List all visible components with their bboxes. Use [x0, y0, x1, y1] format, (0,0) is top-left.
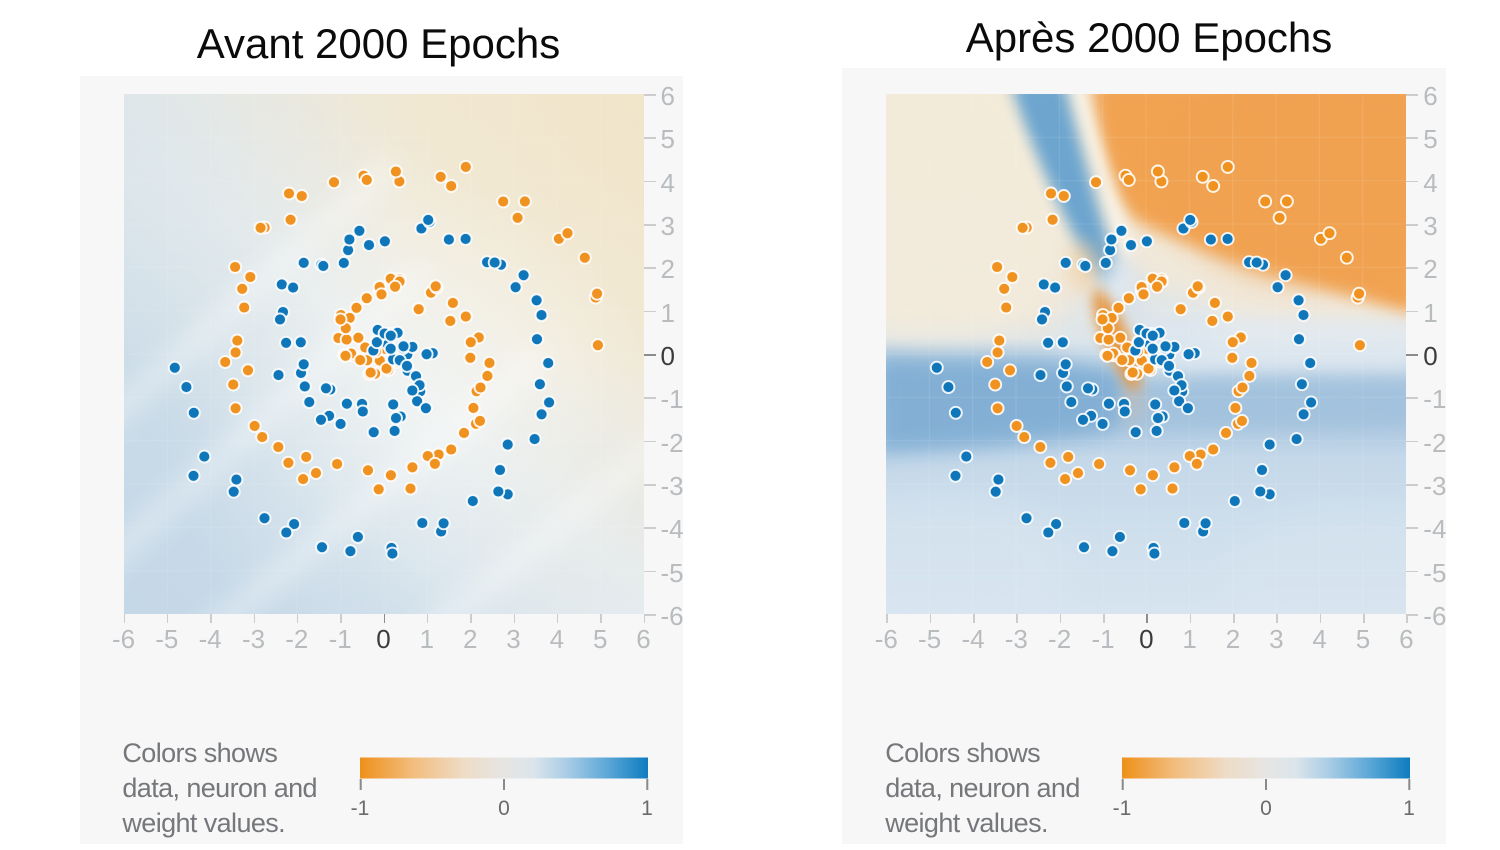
svg-text:1: 1 — [641, 797, 653, 820]
svg-text:1: 1 — [1403, 797, 1415, 820]
svg-text:-1: -1 — [350, 797, 369, 820]
svg-text:-1: -1 — [1113, 797, 1132, 820]
svg-text:0: 0 — [1260, 797, 1272, 820]
svg-text:0: 0 — [498, 797, 510, 820]
